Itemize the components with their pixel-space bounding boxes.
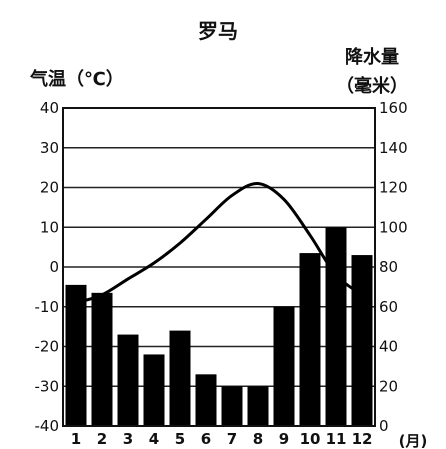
right-axis-ticks: 160 140 120 100 80 60 40 20 0 [379, 99, 408, 435]
left-tick-label: 0 [49, 258, 59, 276]
precipitation-bar [91, 292, 113, 426]
right-tick-label: 120 [379, 179, 408, 197]
precipitation-bar [169, 330, 191, 426]
temperature-curve [75, 182, 363, 305]
left-tick-label: 30 [40, 139, 59, 157]
x-tick-label: 1 [71, 430, 81, 448]
left-tick-label: 10 [40, 218, 59, 236]
precipitation-bar [351, 255, 373, 426]
x-tick-label: 12 [352, 430, 373, 448]
right-tick-label: 40 [379, 338, 398, 356]
left-tick-label: -30 [35, 377, 60, 395]
precipitation-bar [325, 227, 347, 426]
chart-title: 罗马 [198, 19, 238, 43]
left-axis-label: 气温（℃） [29, 68, 124, 90]
precipitation-bar [143, 354, 165, 426]
x-tick-label: 3 [123, 430, 133, 448]
right-tick-label: 80 [379, 258, 398, 276]
left-axis-ticks: 40 30 20 10 0 -10 -20 -30 -40 [35, 99, 60, 435]
right-axis-label-line2: （毫米） [336, 75, 408, 97]
plot-frame [62, 107, 376, 427]
left-tick-label: -40 [35, 417, 60, 435]
x-tick-label: 5 [175, 430, 185, 448]
precipitation-bar [299, 253, 321, 426]
x-axis-unit: (月) [399, 432, 428, 449]
precipitation-bar [117, 334, 139, 426]
precipitation-bar [247, 386, 269, 426]
right-tick-label: 0 [379, 417, 389, 435]
precipitation-bar [195, 374, 217, 426]
right-tick-label: 140 [379, 139, 408, 157]
x-tick-label: 4 [149, 430, 159, 448]
x-tick-label: 7 [227, 430, 237, 448]
left-tick-label: -20 [35, 338, 60, 356]
x-tick-label: 9 [279, 430, 289, 448]
left-tick-label: -10 [35, 298, 60, 316]
right-tick-label: 20 [379, 377, 398, 395]
temperature-curve-group [75, 182, 363, 305]
precipitation-bars [65, 227, 373, 426]
left-tick-label: 40 [40, 99, 59, 117]
x-tick-label: 11 [326, 430, 347, 448]
right-tick-label: 60 [379, 298, 398, 316]
x-axis-ticks: 1 2 3 4 5 6 7 8 9 10 11 12 [71, 430, 373, 448]
x-tick-label: 8 [253, 430, 263, 448]
x-tick-label: 10 [300, 430, 321, 448]
precipitation-bar [65, 284, 87, 426]
left-tick-label: 20 [40, 179, 59, 197]
right-tick-label: 100 [379, 218, 408, 236]
x-tick-label: 2 [97, 430, 107, 448]
right-tick-label: 160 [379, 99, 408, 117]
precipitation-bar [273, 306, 295, 426]
right-axis-label-line1: 降水量 [345, 46, 399, 68]
precipitation-bar [221, 386, 243, 426]
x-tick-label: 6 [201, 430, 211, 448]
